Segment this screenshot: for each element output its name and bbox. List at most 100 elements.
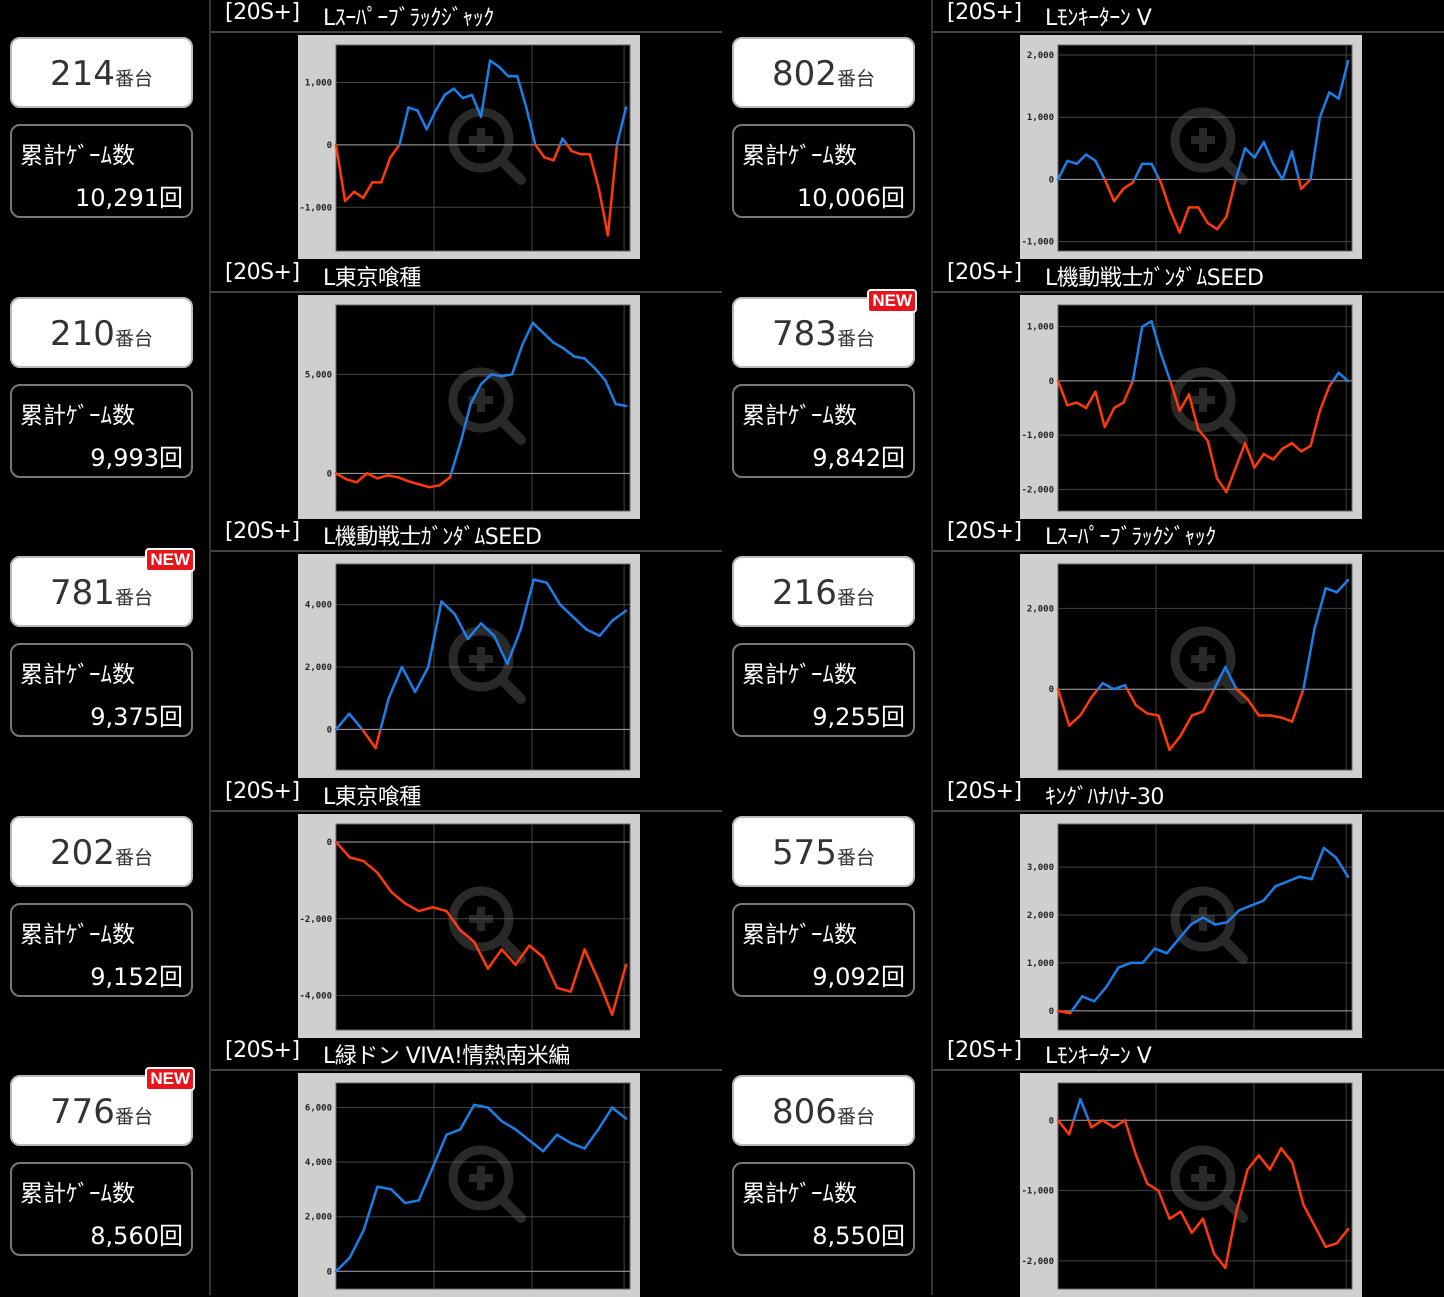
slump-graph[interactable]: 0 -2,000 -4,000	[298, 814, 640, 1038]
plot-area	[335, 1082, 631, 1290]
series-segment-plus	[1056, 159, 1069, 181]
series-segment-minus	[1225, 466, 1237, 494]
series-segment-minus	[514, 944, 531, 967]
machine-number-button[interactable]: 781番台 NEW	[10, 548, 195, 627]
series-segment-minus	[1145, 1182, 1160, 1192]
slump-graph[interactable]: 0 -1,000 -2,000	[1020, 1073, 1362, 1297]
slump-graph[interactable]: 4,000 2,000 0	[298, 554, 640, 778]
slump-graph[interactable]: 2,000 0	[1020, 554, 1362, 778]
series-segment-plus	[431, 1133, 448, 1169]
series-segment-minus	[1262, 452, 1275, 461]
slump-graph[interactable]: 1,000 0 -1,000	[298, 35, 640, 259]
series-segment-minus	[396, 476, 410, 483]
slump-graph[interactable]: 5,000 0	[298, 295, 640, 519]
series-segment-plus	[1153, 947, 1168, 955]
machine-title[interactable]: L東京喰種	[323, 785, 421, 810]
machine-title[interactable]: Lﾓﾝｷｰﾀｰﾝ V	[1045, 6, 1152, 31]
series-segment-minus	[1145, 712, 1160, 717]
tag-label: [20S+]	[947, 519, 1022, 544]
series-segment-minus	[1309, 409, 1322, 448]
slump-graph[interactable]: 1,000 0 -1,000 -2,000	[1020, 295, 1362, 519]
series-segment-minus	[1168, 734, 1182, 752]
series-segment-minus	[1243, 441, 1256, 469]
machine-number-button[interactable]: 216番台	[732, 556, 915, 627]
series-segment-plus	[614, 402, 628, 408]
machine-number-button[interactable]: 214番台	[10, 37, 193, 108]
series-segment-minus	[1281, 441, 1294, 450]
series-segment-plus	[1322, 846, 1338, 859]
series-segment-minus	[570, 149, 582, 156]
machine-entry: [20S+] Lﾓﾝｷｰﾀｰﾝ V 806番台 累計ｹﾞｰﾑ数 8,550回 0…	[722, 1038, 1444, 1297]
series-segment-plus	[1080, 995, 1096, 1003]
tag-label: [20S+]	[947, 0, 1022, 25]
series-segment-plus	[561, 137, 569, 147]
series-segment-plus	[1238, 904, 1253, 912]
series-segment-minus	[1067, 1119, 1075, 1136]
y-tick-label: 2,000	[305, 663, 332, 673]
game-count-value: 9,255回	[812, 703, 905, 731]
series-segment-plus	[562, 347, 576, 358]
unit-label: 番台	[114, 847, 153, 869]
series-segment-plus	[479, 622, 496, 638]
left-column: [20S+] Lｽｰﾊﾟｰﾌﾞﾗｯｸｼﾞｬｯｸ 214番台 累計ｹﾞｰﾑ数 10…	[0, 0, 722, 1297]
game-count-label: 累計ｹﾞｰﾑ数	[742, 403, 857, 429]
series-segment-plus	[1318, 91, 1331, 119]
series-segment-minus	[1103, 406, 1116, 429]
series-segment-minus	[1299, 178, 1312, 191]
series-segment-plus	[1224, 665, 1238, 691]
machine-number-button[interactable]: 202番台	[10, 816, 193, 887]
right-column: [20S+] Lﾓﾝｷｰﾀｰﾝ V 802番台 累計ｹﾞｰﾑ数 10,006回 …	[722, 0, 1444, 1297]
series-segment-minus	[361, 728, 377, 750]
series-segment-minus	[1056, 687, 1071, 727]
slump-graph[interactable]: 6,000 4,000 2,000 0	[298, 1073, 640, 1297]
series-segment-minus	[1157, 714, 1171, 752]
series-segment-plus	[1213, 920, 1229, 926]
y-tick-label: 2,000	[1027, 604, 1054, 614]
series-segment-plus	[334, 1256, 352, 1273]
machine-title[interactable]: Lｽｰﾊﾟｰﾌﾞﾗｯｸｼﾞｬｯｸ	[323, 6, 494, 31]
series-segment-plus	[449, 442, 462, 475]
machine-entry: [20S+] L機動戦士ｶﾞﾝﾀﾞﾑSEED 781番台 NEW 累計ｹﾞｰﾑ数…	[0, 519, 722, 778]
machine-title[interactable]: L機動戦士ｶﾞﾝﾀﾞﾑSEED	[1045, 266, 1264, 291]
game-count-box: 累計ｹﾞｰﾑ数 10,006回	[732, 124, 915, 218]
series-segment-plus	[1250, 899, 1265, 907]
machine-number-button[interactable]: 783番台 NEW	[732, 289, 917, 368]
machine-title[interactable]: L機動戦士ｶﾞﾝﾀﾞﾑSEED	[323, 525, 542, 550]
y-tick-label: 0	[327, 469, 332, 479]
machine-title[interactable]: ｷﾝｸﾞﾊﾅﾊﾅ-30	[1045, 785, 1164, 810]
machine-number: 214	[50, 54, 115, 94]
series-segment-plus	[1262, 140, 1275, 166]
game-count-box: 累計ｹﾞｰﾑ数 9,993回	[10, 384, 193, 478]
series-segment-plus	[572, 355, 586, 360]
machine-number-button[interactable]: 210番台	[10, 297, 193, 368]
series-segment-plus	[558, 603, 575, 619]
machine-title[interactable]: L東京喰種	[323, 266, 421, 291]
unit-label: 番台	[836, 1106, 875, 1128]
machine-number-button[interactable]: 575番台	[732, 816, 915, 887]
series-segment-minus	[555, 986, 573, 993]
series-segment-minus	[1056, 379, 1069, 407]
machine-entry: [20S+] ｷﾝｸﾞﾊﾅﾊﾅ-30 575番台 累計ｹﾞｰﾑ数 9,092回 …	[722, 779, 1444, 1038]
series-segment-minus	[1125, 687, 1138, 707]
slump-graph[interactable]: 3,000 2,000 1,000 0	[1020, 814, 1362, 1038]
new-badge: NEW	[145, 1067, 195, 1091]
series-segment-plus	[466, 622, 483, 641]
y-tick-label: 0	[327, 1267, 332, 1277]
series-segment-minus	[1246, 1154, 1261, 1171]
series-segment-plus	[1225, 908, 1241, 924]
machine-number-button[interactable]: 806番台	[732, 1075, 915, 1146]
machine-number-button[interactable]: 776番台 NEW	[10, 1067, 195, 1146]
machine-title[interactable]: Lﾓﾝｷｰﾀｰﾝ V	[1045, 1044, 1152, 1069]
series-segment-minus	[486, 948, 503, 970]
series-segment-minus	[417, 483, 431, 489]
new-badge: NEW	[867, 289, 917, 313]
series-segment-minus	[1215, 477, 1228, 494]
y-tick-label: 2,000	[1027, 911, 1054, 921]
machine-title[interactable]: L緑ドン VIVA!情熱南米編	[323, 1044, 570, 1069]
slump-graph[interactable]: 2,000 1,000 0 -1,000	[1020, 35, 1362, 259]
machine-title[interactable]: Lｽｰﾊﾟｰﾌﾞﾗｯｸｼﾞｬｯｸ	[1045, 525, 1216, 550]
series-segment-minus	[445, 909, 462, 932]
machine-entry: [20S+] L東京喰種 210番台 累計ｹﾞｰﾑ数 9,993回 5,000 0	[0, 260, 722, 519]
machine-number-button[interactable]: 802番台	[732, 37, 915, 108]
divider	[931, 0, 933, 1295]
